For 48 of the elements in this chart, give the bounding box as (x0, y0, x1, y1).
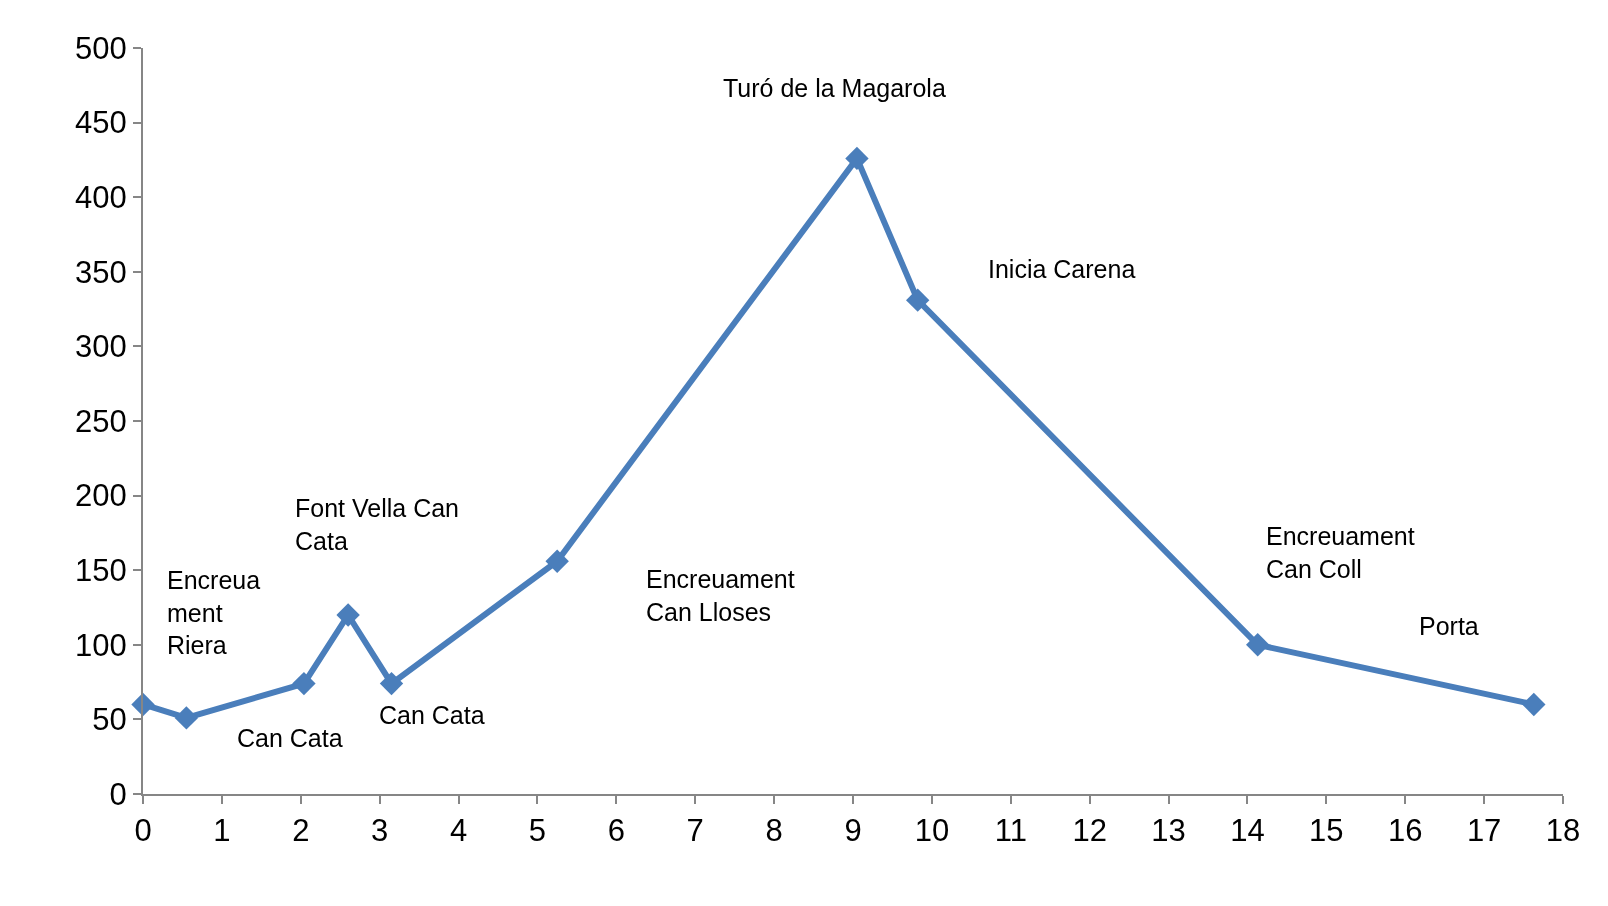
x-tick-label: 4 (449, 813, 468, 849)
x-tick-label: 6 (607, 813, 625, 849)
x-tick-label: 2 (292, 813, 310, 849)
x-tick-label: 15 (1309, 813, 1344, 849)
annotation: Turó de la Magarola (723, 74, 946, 102)
point (845, 146, 869, 171)
point (905, 288, 930, 312)
y-tick-label: 0 (109, 776, 127, 812)
annotation: Encreuament Can Lloses (646, 565, 795, 626)
x-tick-label: 1 (213, 813, 231, 849)
x-tick-label: 9 (844, 813, 862, 849)
point (1246, 633, 1270, 657)
y-tick-label: 250 (75, 403, 127, 439)
point (292, 671, 316, 696)
x-tick-label: 3 (371, 813, 389, 849)
x-tick-label: 12 (1072, 813, 1107, 849)
x-tick-label: 0 (134, 813, 152, 849)
x-tick-label: 13 (1151, 813, 1186, 849)
x-tick-label: 17 (1466, 813, 1502, 849)
point (379, 671, 404, 696)
annotation: Encreuament Can Coll (1266, 522, 1415, 583)
x-tick-label: 5 (528, 813, 547, 849)
y-tick-label: 500 (75, 30, 127, 66)
y-tick-label: 150 (75, 553, 127, 589)
x-tick-label: 10 (914, 813, 950, 849)
x-tick-label: 16 (1387, 813, 1423, 849)
y-tick-label: 50 (92, 702, 127, 738)
point (1522, 692, 1546, 717)
x-tick-label: 7 (686, 813, 704, 849)
annotation: Can Cata (379, 701, 485, 729)
x-tick-label: 11 (994, 813, 1027, 849)
y-tick-label: 450 (75, 105, 127, 141)
annotation: Font Vella Can Cata (295, 494, 459, 555)
x-tick-label: 8 (765, 813, 783, 849)
x-tick-label: 14 (1230, 813, 1265, 849)
annotation: Can Cata (237, 724, 343, 752)
y-tick-label: 350 (75, 254, 127, 290)
point (545, 549, 569, 573)
annotation: Porta (1419, 612, 1479, 640)
annotation: Encreua ment Riera (167, 566, 261, 659)
point (174, 706, 199, 730)
y-tick-label: 400 (75, 180, 127, 216)
point (336, 603, 360, 627)
y-tick-label: 200 (75, 478, 127, 514)
x-tick-label: 18 (1545, 813, 1581, 849)
y-tick-label: 300 (75, 329, 127, 365)
y-tick-label: 100 (75, 627, 127, 663)
annotation: Inicia Carena (988, 255, 1136, 283)
